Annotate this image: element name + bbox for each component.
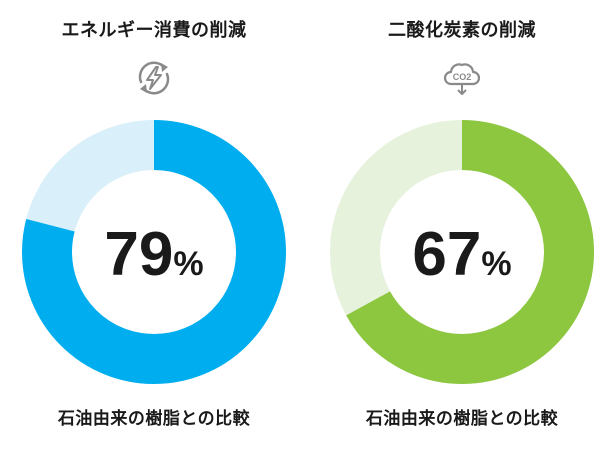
chart-caption: 石油由来の樹脂との比較 xyxy=(365,409,559,429)
donut-chart: 67% xyxy=(330,120,594,384)
energy-cycle-icon xyxy=(134,58,174,98)
chart-title: エネルギー消費の削減 xyxy=(61,20,247,41)
donut-chart: 79% xyxy=(22,120,286,384)
co2-reduction-panel: 二酸化炭素の削減 CO2 67% 石油由来の樹脂との比較 xyxy=(308,0,616,453)
chart-caption: 石油由来の樹脂との比較 xyxy=(57,409,251,429)
percentage-unit: % xyxy=(173,245,203,283)
percentage-value: 67 xyxy=(412,220,481,289)
energy-reduction-panel: エネルギー消費の削減 79% 石油由来の樹脂との比較 xyxy=(22,20,286,429)
donut-value-arc xyxy=(22,120,286,384)
percentage-unit: % xyxy=(481,245,511,283)
percentage-label: 67% xyxy=(412,220,511,289)
percentage-value: 79 xyxy=(104,220,173,289)
co2-icon-label: CO2 xyxy=(453,72,472,82)
chart-title: 二酸化炭素の削減 xyxy=(388,20,536,41)
co2-cloud-icon: CO2 xyxy=(442,58,482,98)
donut-value-arc xyxy=(330,120,594,384)
percentage-label: 79% xyxy=(104,220,203,289)
